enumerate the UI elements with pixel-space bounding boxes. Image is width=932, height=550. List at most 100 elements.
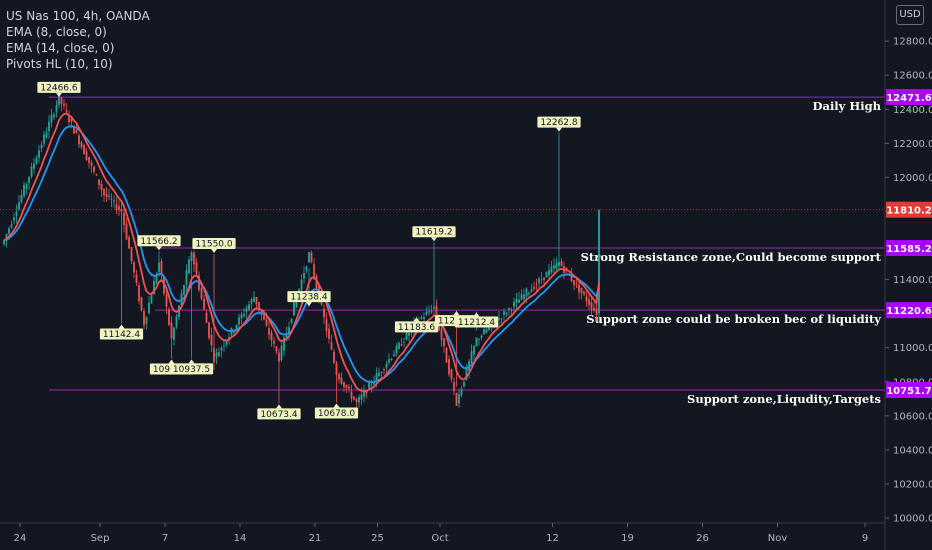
candle-body — [503, 311, 505, 315]
candle-body — [210, 334, 213, 346]
candle-body — [275, 346, 278, 352]
candle-body — [570, 274, 573, 282]
candle-body — [328, 328, 330, 339]
candle-body — [240, 314, 243, 319]
y-tick-label: 12400.0 — [893, 105, 932, 116]
candle-body — [425, 311, 428, 315]
candle-body — [115, 204, 118, 210]
chart-legend: US Nas 100, 4h, OANDA EMA (8, close, 0) … — [6, 8, 150, 72]
candle-body — [408, 332, 410, 336]
level-price-tag — [886, 302, 932, 319]
candle-body — [270, 332, 273, 341]
candle-body — [460, 388, 463, 396]
candle-body — [278, 352, 280, 362]
price-axis[interactable]: 10000.010200.010400.010600.010800.011000… — [885, 37, 932, 525]
candle-body — [10, 224, 13, 228]
candle-body — [30, 166, 33, 177]
pivot-label-pointer — [413, 317, 420, 322]
pivot-label-box — [37, 81, 81, 93]
candle-body — [190, 252, 193, 261]
candle-body — [3, 240, 5, 245]
level-price-tag — [886, 240, 932, 257]
x-tick-label: Sep — [91, 533, 110, 544]
candle-body — [253, 296, 255, 302]
legend-ema-8[interactable]: EMA (8, close, 0) — [6, 25, 107, 39]
candle-body — [475, 337, 478, 347]
candle-body — [258, 302, 260, 311]
candle-body — [575, 283, 578, 285]
candle-body — [455, 392, 458, 407]
candle-body — [340, 377, 343, 384]
candle-body — [403, 342, 405, 343]
candle-body — [103, 188, 105, 196]
candle-body — [473, 345, 475, 355]
candle-body — [60, 97, 63, 104]
level-price-tag — [886, 89, 932, 106]
candle-body — [443, 338, 445, 347]
candle-body — [450, 369, 453, 380]
y-tick-label: 12200.0 — [893, 139, 932, 150]
pivot-label: 11142.4 — [103, 330, 140, 340]
currency-button[interactable]: USD — [896, 5, 924, 25]
candle-body — [435, 305, 438, 319]
candle-body — [160, 261, 163, 275]
pivot-label: 10937.5 — [173, 365, 210, 375]
candle-body — [523, 294, 525, 300]
candle-body — [88, 156, 90, 163]
candle-body — [140, 297, 143, 311]
candle-body — [273, 340, 275, 344]
pivot-label: 11183.6 — [398, 323, 435, 333]
candle-body — [588, 299, 590, 305]
candle-body — [448, 359, 450, 375]
candle-body — [118, 206, 120, 210]
pivot-label-box — [287, 291, 331, 303]
candle-body — [70, 118, 73, 122]
time-axis[interactable]: 24 Sep 7 14 21 25 Oct 12 19 26 Nov 9 — [14, 523, 869, 544]
candle-body — [15, 211, 18, 216]
candle-body — [285, 333, 288, 341]
candle-body — [398, 342, 400, 349]
candle-body — [165, 294, 168, 307]
legend-ema-14[interactable]: EMA (14, close, 0) — [6, 41, 115, 55]
candle-body — [20, 194, 23, 203]
candle-body — [150, 295, 153, 304]
candle-body — [58, 94, 60, 106]
candle-body — [400, 344, 403, 346]
candle-body — [200, 287, 203, 299]
legend-symbol[interactable]: US Nas 100, 4h, OANDA — [6, 9, 150, 23]
pivot-label: 10673.4 — [260, 410, 297, 420]
candle-body — [300, 279, 303, 291]
candle-body — [290, 318, 293, 324]
pivot-label-box — [412, 226, 456, 238]
candle-body — [470, 351, 473, 364]
candle-body — [260, 309, 263, 315]
x-tick-label: 19 — [621, 533, 634, 544]
candle-body — [550, 266, 553, 273]
candle-body — [233, 330, 235, 333]
candle-body — [540, 279, 543, 281]
candle-body — [230, 328, 233, 336]
candle-body — [488, 326, 490, 330]
level-annotation: Strong Resistance zone,Could become supp… — [581, 250, 882, 264]
legend-pivots[interactable]: Pivots HL (10, 10) — [6, 57, 113, 71]
candle-body — [145, 316, 148, 325]
candle-body — [195, 262, 198, 275]
candle-body — [310, 252, 313, 262]
pivot-label-box — [454, 316, 499, 328]
level-annotation: Support zone,Liqudity,Targets — [687, 392, 881, 406]
current-price-tag — [886, 201, 932, 218]
pivot-label-box — [394, 321, 439, 333]
candle-body — [515, 299, 518, 304]
candle-body — [465, 367, 468, 380]
candle-body — [85, 151, 88, 161]
candle-body — [130, 247, 133, 262]
candle-body — [53, 114, 55, 118]
candle-body — [555, 263, 558, 269]
candle-body — [480, 335, 483, 338]
candle-body — [543, 277, 545, 281]
candle-body — [378, 372, 380, 377]
pivot-label-pointer — [333, 403, 340, 408]
candle-body — [5, 234, 8, 241]
candle-body — [55, 105, 58, 112]
